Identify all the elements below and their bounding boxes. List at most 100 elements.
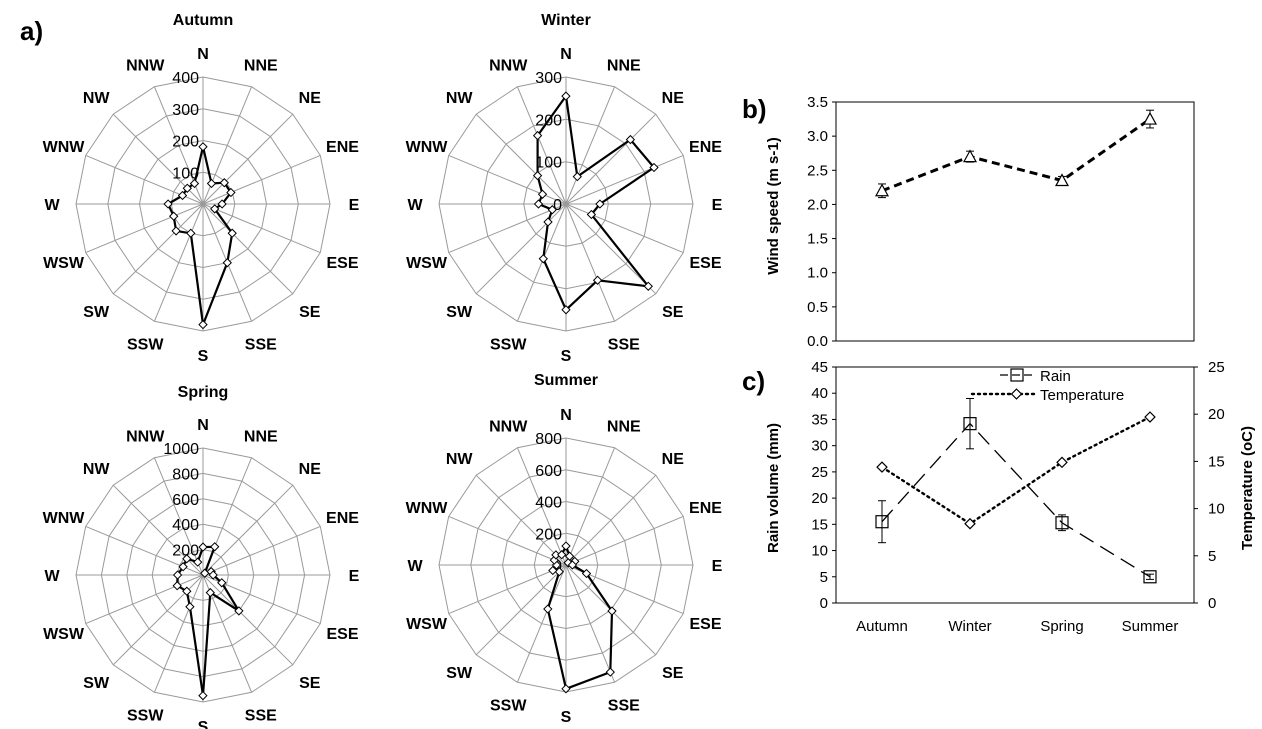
y-axis-title-left: Rain volume (mm)	[765, 423, 782, 553]
direction-label: SW	[83, 304, 110, 321]
radial-tick-label: 100	[172, 165, 199, 182]
y-tick-label: 0.5	[807, 299, 828, 316]
radar-title: Spring	[178, 384, 229, 401]
data-point	[182, 183, 192, 193]
y-tick-label: 35	[811, 411, 828, 428]
data-point	[532, 130, 543, 141]
radar-title: Autumn	[173, 12, 233, 29]
data-point	[532, 170, 543, 181]
direction-label: SE	[299, 675, 321, 692]
data-point	[561, 305, 571, 315]
data-point	[625, 134, 636, 145]
data-point	[643, 281, 653, 291]
data-point	[543, 217, 553, 227]
direction-label: SE	[299, 304, 321, 321]
y2-tick-label: 0	[1208, 595, 1216, 612]
direction-label: SW	[446, 665, 473, 682]
radial-tick-label: 600	[535, 463, 562, 480]
data-point	[182, 554, 192, 564]
direction-label: NNE	[244, 429, 278, 446]
radar-chart-summer: Summer N NNE NE ENE E ESE SE SSE S SSW SW WSW W WNW NW…	[406, 372, 723, 726]
data-point	[217, 578, 227, 588]
panel-label-a: a)	[20, 16, 43, 46]
direction-label: NNE	[607, 58, 641, 75]
grid-spoke	[85, 203, 204, 254]
grid-spoke	[565, 86, 616, 205]
radial-tick-label: 300	[535, 70, 562, 87]
y2-tick-label: 20	[1208, 406, 1225, 423]
grid-spoke	[202, 113, 294, 205]
grid-spoke	[565, 474, 657, 566]
data-point	[1142, 111, 1158, 125]
data-point	[561, 541, 571, 551]
data-point-rain	[963, 417, 977, 431]
direction-label: W	[44, 568, 60, 585]
direction-label: W	[407, 558, 423, 575]
direction-label: NNW	[489, 419, 528, 436]
grid-spoke	[448, 564, 567, 615]
y-tick-label: 30	[811, 438, 828, 455]
grid-spoke	[516, 86, 567, 205]
grid-spoke	[202, 525, 321, 576]
direction-label: ENE	[689, 139, 722, 156]
data-point	[605, 667, 615, 677]
radial-tick-label: 800	[535, 431, 562, 448]
direction-label: WSW	[43, 626, 85, 643]
direction-label: NE	[662, 90, 685, 107]
panel-label-b: b)	[742, 94, 767, 124]
data-point	[186, 228, 196, 238]
data-point	[198, 142, 208, 152]
grid-spoke	[202, 203, 294, 295]
grid-spoke	[565, 154, 684, 205]
data-point	[178, 562, 188, 572]
direction-label: SE	[662, 665, 684, 682]
y-tick-label: 3.5	[807, 94, 828, 111]
direction-label: ESE	[326, 626, 358, 643]
direction-label: WSW	[406, 616, 448, 633]
direction-label: SSE	[608, 698, 640, 715]
direction-label: NE	[662, 451, 685, 468]
x-tick-label: Winter	[948, 618, 991, 635]
direction-label: SSW	[490, 337, 527, 354]
grid-spoke	[85, 574, 204, 625]
data-point	[581, 568, 592, 579]
y-tick-label: 0.0	[807, 333, 828, 350]
direction-label: WNW	[43, 139, 86, 156]
plot-area	[835, 101, 1195, 342]
data-point	[210, 204, 220, 214]
direction-label: SSE	[245, 708, 277, 725]
direction-label: ESE	[689, 255, 721, 272]
data-point-temperature	[1056, 456, 1068, 469]
grid-spoke	[565, 203, 616, 322]
grid-spoke	[202, 203, 321, 254]
radial-tick-label: 600	[172, 492, 199, 509]
data-point	[543, 604, 553, 614]
data-point	[649, 162, 659, 173]
grid-spoke	[153, 574, 204, 693]
direction-label: NE	[299, 90, 322, 107]
rain-temperature-chart: Rain volume (mm) Temperature (oC) 0 5 10 15…	[765, 359, 1256, 635]
data-point	[554, 567, 564, 577]
y-tick-label: 25	[811, 464, 828, 481]
grid-spoke	[202, 574, 294, 666]
direction-label: ESE	[689, 616, 721, 633]
direction-label: SSE	[245, 337, 277, 354]
data-point	[182, 586, 192, 596]
direction-label: NNW	[489, 58, 528, 75]
direction-label: ESE	[326, 255, 358, 272]
grid-spoke	[475, 203, 567, 295]
radial-tick-label: 400	[172, 517, 199, 534]
x-tick-label: Autumn	[856, 618, 908, 635]
data-point	[538, 254, 548, 264]
legend-marker-rain	[1010, 368, 1024, 382]
plot-area	[835, 366, 1195, 604]
y2-tick-label: 10	[1208, 501, 1225, 518]
legend-label-rain: Rain	[1040, 368, 1071, 385]
wind-speed-chart: Wind speed (m s-1) 0.0 0.5 1.0 1.5 2.0 2.5 3.0…	[765, 94, 1195, 350]
data-point	[962, 149, 978, 163]
radar-chart-spring: Spring N NNE NE ENE E ESE SE SSE S SSW SW WSW W WNW NW…	[43, 384, 360, 729]
direction-label: WNW	[43, 510, 86, 527]
radial-tick-label: 400	[535, 495, 562, 512]
data-point	[198, 691, 208, 701]
